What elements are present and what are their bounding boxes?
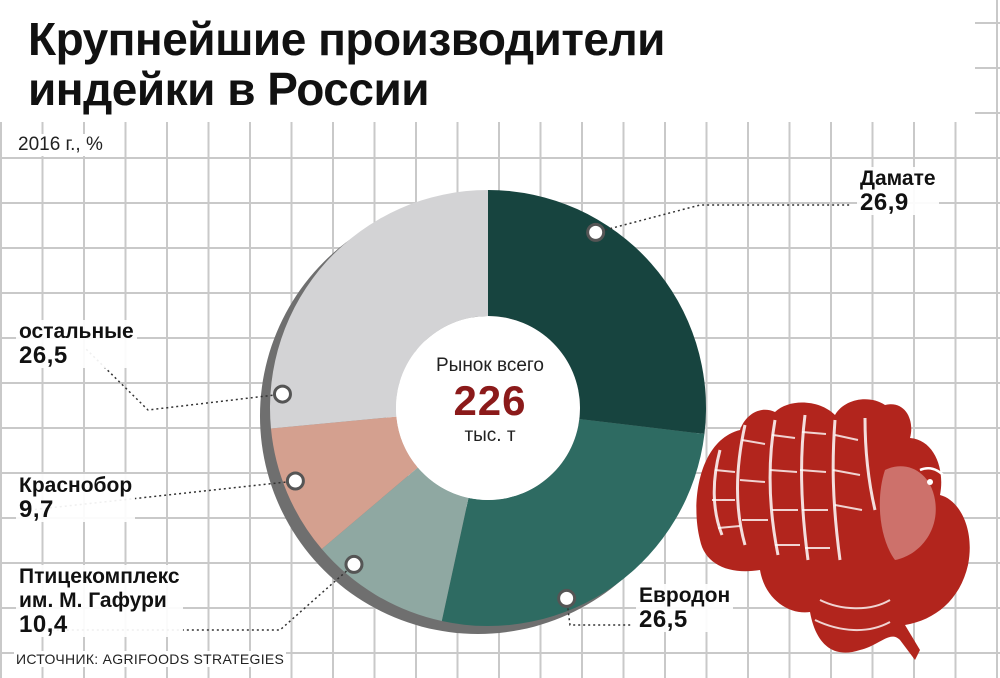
label-damate-name: Дамате	[860, 167, 936, 190]
leader-line-evrodon	[565, 598, 632, 626]
label-krasnobor-value: 9,7	[19, 496, 54, 523]
turkey-illustration	[696, 399, 970, 660]
slice-ostalnye	[270, 190, 488, 429]
slice-krasnobor	[270, 416, 418, 550]
label-evrodon-name: Евродон	[639, 584, 731, 607]
label-gafuri-name-line-1: Птицекомплекс	[19, 565, 180, 588]
marker-evrodon	[557, 588, 577, 608]
label-evrodon-value: 26,5	[639, 606, 688, 633]
slice-damate	[488, 190, 706, 434]
label-damate-value: 26,9	[860, 189, 909, 216]
total-value: 226	[453, 377, 527, 424]
total-caption: Рынок всего	[435, 355, 544, 376]
chart-title: Крупнейшие производители индейки в Росси…	[28, 14, 928, 114]
marker-krasnobor	[285, 471, 305, 491]
label-ostalnye: остальные 26,5	[16, 320, 137, 368]
total-unit: тыс. т	[464, 425, 516, 446]
label-gafuri-value: 10,4	[19, 611, 68, 638]
label-krasnobor: Краснобор 9,7	[16, 474, 136, 523]
label-gafuri-name-line-2: им. М. Гафури	[19, 589, 167, 612]
marker-gafuri	[344, 554, 364, 574]
chart-subtitle: 2016 г., %	[16, 134, 105, 156]
label-gafuri: Птицекомплекс им. М. Гафури 10,4	[16, 565, 183, 637]
leader-lines	[29, 204, 850, 631]
marker-ostalnye	[272, 384, 292, 404]
label-ostalnye-name: остальные	[19, 320, 134, 343]
label-damate: Дамате 26,9	[857, 167, 939, 215]
label-krasnobor-name: Краснобор	[19, 474, 133, 497]
chart-title-line-2: индейки в России	[28, 63, 430, 115]
title-panel: Крупнейшие производители индейки в Росси…	[0, 0, 975, 122]
donut-slices	[259, 190, 706, 634]
chart-title-line-1: Крупнейшие производители	[28, 13, 665, 65]
leader-line-ostalnye	[84, 347, 283, 411]
label-ostalnye-value: 26,5	[19, 342, 68, 369]
slice-gafuri	[321, 467, 469, 622]
leader-line-damate	[595, 204, 850, 234]
source-note: ИСТОЧНИК: AGRIFOODS STRATEGIES	[14, 651, 287, 667]
slice-evrodon	[441, 418, 705, 626]
donut-hole	[396, 316, 580, 500]
marker-damate	[586, 222, 606, 242]
label-evrodon: Евродон 26,5	[636, 584, 734, 633]
total-label: Рынок всего 226 тыс. т	[405, 355, 575, 447]
